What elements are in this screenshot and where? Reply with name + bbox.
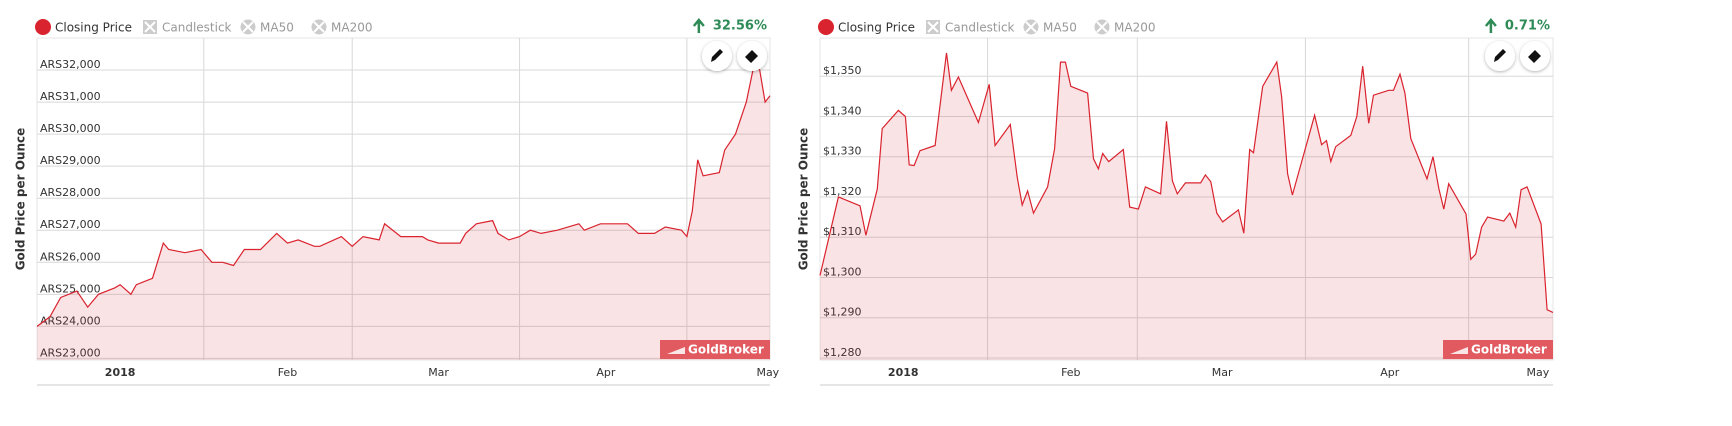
x-tick-label: Feb — [278, 366, 297, 379]
pencil-button-icon — [1494, 49, 1506, 62]
toggle-label[interactable]: MA50 — [260, 21, 294, 35]
y-tick-label: $1,350 — [823, 64, 862, 77]
x-tick-label: May — [1526, 366, 1549, 379]
legend-label[interactable]: Closing Price — [55, 21, 132, 35]
legend-label[interactable]: Closing Price — [838, 21, 915, 35]
y-tick-label: ARS30,000 — [40, 122, 101, 135]
eraser-button-icon — [745, 50, 758, 63]
up-arrow — [692, 18, 705, 33]
x-tick-label: May — [756, 366, 779, 379]
toggle-label[interactable]: MA50 — [1043, 21, 1077, 35]
toggle-cross — [1025, 21, 1037, 33]
y-tick-label: ARS24,000 — [40, 314, 101, 327]
legend-marker[interactable] — [35, 19, 51, 35]
x-tick-label: 2018 — [888, 366, 919, 379]
watermark: GoldBroker — [1471, 343, 1547, 357]
x-tick-label: Feb — [1061, 366, 1080, 379]
toggle-cross — [313, 21, 325, 33]
toggle-label[interactable]: Candlestick — [945, 21, 1015, 35]
y-tick-label: ARS28,000 — [40, 186, 101, 199]
watermark: GoldBroker — [688, 343, 764, 357]
chart-panel: Closing Price Candlestick MA50 MA200 0.71% $1… — [797, 18, 1554, 386]
watermark-logo — [667, 347, 685, 354]
watermark-box — [660, 340, 770, 359]
y-tick-label: $1,330 — [823, 145, 862, 158]
watermark-box — [1443, 340, 1553, 359]
price-line — [36, 62, 771, 327]
y-tick-label: $1,310 — [823, 225, 862, 238]
toggle-label[interactable]: MA200 — [331, 21, 372, 35]
toggle-cross — [242, 21, 254, 33]
plot-area — [36, 37, 771, 361]
y-tick-label: ARS31,000 — [40, 90, 101, 103]
eraser-button-icon — [1528, 50, 1541, 63]
y-tick-label: ARS23,000 — [40, 346, 101, 359]
price-line — [819, 52, 1554, 314]
x-tick-label: Apr — [1380, 366, 1400, 379]
toggle-label[interactable]: Candlestick — [162, 21, 232, 35]
pencil-button-icon — [711, 49, 723, 62]
x-tick-label: 2018 — [105, 366, 136, 379]
x-tick-label: Apr — [596, 366, 616, 379]
watermark-logo — [1450, 347, 1468, 354]
chart-panel: Closing Price Candlestick MA50 MA200 32.56% A… — [14, 18, 780, 386]
toggle-cross — [1096, 21, 1108, 33]
y-axis-title: Gold Price per Ounce — [797, 128, 811, 271]
y-tick-label: ARS25,000 — [40, 282, 101, 295]
y-axis-title: Gold Price per Ounce — [14, 128, 28, 271]
y-tick-label: $1,340 — [823, 104, 862, 117]
price-change: 0.71% — [1505, 19, 1550, 34]
toggle-cross — [144, 21, 156, 33]
up-arrow — [1484, 18, 1497, 33]
y-tick-label: ARS32,000 — [40, 58, 101, 71]
area-fill — [820, 52, 1553, 361]
price-change: 32.56% — [713, 19, 767, 34]
area-fill — [37, 63, 770, 360]
toggle-label[interactable]: MA200 — [1114, 21, 1155, 35]
y-tick-label: ARS27,000 — [40, 218, 101, 231]
x-tick-label: Mar — [1212, 366, 1233, 379]
y-tick-label: $1,280 — [823, 346, 862, 359]
y-tick-label: $1,290 — [823, 306, 862, 319]
toggle-cross — [927, 21, 939, 33]
y-tick-label: $1,300 — [823, 265, 862, 278]
x-tick-label: Mar — [428, 366, 449, 379]
y-tick-label: $1,320 — [823, 185, 862, 198]
y-tick-label: ARS29,000 — [40, 154, 101, 167]
legend-marker[interactable] — [818, 19, 834, 35]
y-tick-label: ARS26,000 — [40, 250, 101, 263]
